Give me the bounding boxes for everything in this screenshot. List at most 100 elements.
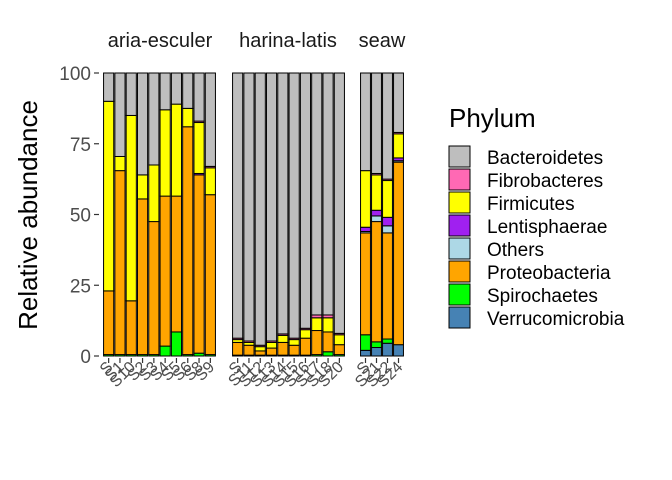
bar-segment-bacteroidetes <box>382 72 393 180</box>
bar-segment-bacteroidetes <box>159 72 171 111</box>
bar-segment-firmicutes <box>333 334 345 346</box>
bar-segment-bacteroidetes <box>288 72 300 339</box>
bar-segment-firmicutes <box>288 339 300 346</box>
legend-label: Spirochaetes <box>487 286 598 307</box>
bar-segment-firmicutes <box>393 133 404 159</box>
bar-segment-proteobacteria <box>182 126 194 356</box>
bar-segment-firmicutes <box>103 100 115 292</box>
legend-title: Phylum <box>449 103 536 133</box>
bar-segment-lentisphaerae <box>371 209 382 217</box>
bar-segment-bacteroidetes <box>232 72 244 339</box>
legend-key <box>448 191 471 214</box>
bar-segment-proteobacteria <box>277 341 289 356</box>
bar-segment-bacteroidetes <box>114 72 126 157</box>
bar-segment-firmicutes <box>204 167 216 196</box>
bar-segment-firmicutes <box>254 346 266 352</box>
y-axis: 0 25 50 75 100 <box>59 64 99 368</box>
bar-segment-proteobacteria <box>125 300 137 356</box>
bar-segment-spirochaetes <box>382 338 393 344</box>
y-tick-label: 100 <box>59 64 91 85</box>
legend-key <box>448 260 471 283</box>
legend-label: Bacteroidetes <box>487 148 603 169</box>
bar-segment-bacteroidetes <box>299 72 312 329</box>
bar-segment-proteobacteria <box>360 232 371 336</box>
legend-label: Others <box>487 240 544 261</box>
y-tick-label: 25 <box>70 276 91 297</box>
legend-label: Firmicutes <box>487 194 575 215</box>
legend-label: Lentisphaerae <box>487 217 607 238</box>
bar-segment-verrucomicrobia <box>393 344 404 357</box>
bar-segment-verrucomicrobia <box>382 342 393 357</box>
bar-segment-spirochaetes <box>322 351 334 357</box>
bar-segment-others <box>371 215 382 223</box>
bar-segment-bacteroidetes <box>333 72 345 334</box>
legend-label: Fibrobacteres <box>487 171 603 192</box>
bar-segment-bacteroidetes <box>360 72 371 172</box>
bar-segment-bacteroidetes <box>125 72 137 116</box>
bar-segment-firmicutes <box>360 170 371 228</box>
bar-segment-bacteroidetes <box>311 72 323 316</box>
bar-segment-bacteroidetes <box>277 72 289 335</box>
bar-segment-proteobacteria <box>288 344 300 356</box>
bar-segment-spirochaetes <box>360 334 371 351</box>
bar-segment-proteobacteria <box>204 194 216 356</box>
bar-segment-bacteroidetes <box>204 72 216 167</box>
bar-segment-proteobacteria <box>159 195 171 347</box>
legend-label: Verrucomicrobia <box>487 309 625 330</box>
bar-segment-firmicutes <box>311 317 323 332</box>
bar-segment-proteobacteria <box>333 344 345 356</box>
bar-segment-spirochaetes <box>159 345 171 357</box>
bar-segment-others <box>382 225 393 234</box>
legend-key <box>448 306 471 329</box>
bar-segment-bacteroidetes <box>182 72 194 109</box>
bar-segment-bacteroidetes <box>136 72 149 176</box>
bar-segment-proteobacteria <box>322 331 334 353</box>
bar-segment-bacteroidetes <box>170 72 183 105</box>
bar-segment-proteobacteria <box>103 290 115 356</box>
bar-segment-bacteroidetes <box>103 72 115 102</box>
bar-segment-proteobacteria <box>265 347 278 356</box>
bar-segment-bacteroidetes <box>371 72 382 174</box>
bar-segment-proteobacteria <box>136 198 149 356</box>
bar-segment-proteobacteria <box>371 221 382 343</box>
bar-segment-firmicutes <box>299 329 312 339</box>
bar-segment-proteobacteria <box>393 161 404 346</box>
bar-segment-verrucomicrobia <box>371 347 382 357</box>
bar-segment-proteobacteria <box>243 344 255 356</box>
legend-key <box>448 168 471 191</box>
bar-segment-firmicutes <box>136 174 149 200</box>
bar-segment-proteobacteria <box>193 174 205 354</box>
bar-segment-spirochaetes <box>170 331 183 357</box>
bar-segment-proteobacteria <box>254 350 266 356</box>
bar-segment-firmicutes <box>382 180 393 218</box>
legend: Phylum BacteroidetesFibrobacteresFirmicu… <box>448 103 625 330</box>
y-tick-label: 50 <box>70 206 91 227</box>
facet-label: seaw <box>359 30 406 52</box>
bar-segment-proteobacteria <box>114 170 126 356</box>
legend-label: Proteobacteria <box>487 263 611 284</box>
bar-segment-firmicutes <box>114 155 126 172</box>
bar-segment-proteobacteria <box>148 221 160 356</box>
bar-segment-bacteroidetes <box>148 72 160 166</box>
bar-segment-firmicutes <box>277 334 289 343</box>
bar-segment-bacteroidetes <box>265 72 278 342</box>
bar-segment-firmicutes <box>148 164 160 223</box>
bar-segment-firmicutes <box>125 114 137 302</box>
bar-segment-lentisphaerae <box>382 216 393 227</box>
bar-segment-firmicutes <box>371 174 382 211</box>
y-tick-label: 75 <box>70 135 91 156</box>
legend-key <box>448 237 471 260</box>
bar-segment-proteobacteria <box>382 232 393 340</box>
bar-segment-proteobacteria <box>170 195 183 333</box>
bar-segment-bacteroidetes <box>322 72 334 316</box>
legend-key <box>448 283 471 306</box>
legend-key <box>448 145 471 168</box>
bar-segment-firmicutes <box>170 103 183 197</box>
legend-key <box>448 214 471 237</box>
bar-segment-proteobacteria <box>311 330 323 356</box>
bar-segment-proteobacteria <box>299 337 312 356</box>
bar-segment-firmicutes <box>182 107 194 128</box>
